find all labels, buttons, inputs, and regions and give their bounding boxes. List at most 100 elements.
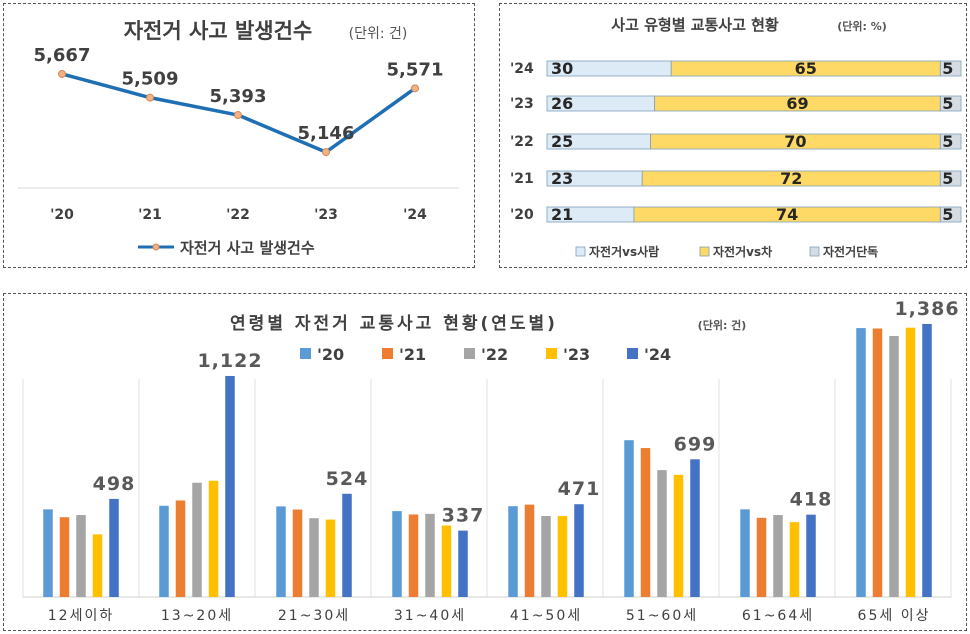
legend-swatch [464, 348, 475, 359]
data-point [322, 148, 330, 157]
column-bar [175, 500, 186, 597]
data-label: 418 [790, 489, 833, 511]
column-bar [541, 516, 551, 597]
y-tick-label: '23 [510, 96, 534, 112]
column-bar [76, 515, 86, 597]
segment-label: 5 [942, 169, 953, 188]
stacked-chart-legend: 자전거vs사람 자전거vs차 자전거단독 [575, 244, 878, 259]
legend-swatch [382, 348, 393, 359]
segment-label: 23 [551, 169, 573, 188]
stacked-bar-panel: 사고 유형별 교통사고 현황 (단위: %) '24 30 65 5 '23 26 69 5 '… [499, 3, 967, 268]
column-bar [740, 509, 750, 597]
x-tick-label: 13~20세 [161, 608, 233, 624]
column-bar [557, 516, 568, 597]
legend-label: 자전거단독 [823, 244, 878, 259]
legend-label: 자전거 사고 발생건수 [180, 239, 315, 257]
legend-label: '22 [481, 345, 508, 364]
column-bar [905, 327, 916, 597]
legend-swatch [809, 246, 820, 257]
stacked-segment [939, 60, 962, 77]
column-bar [657, 470, 667, 597]
column-bar [225, 375, 235, 597]
clustered-bar-panel: 연령별 자전거 교통사고 현황(연도별) (단위: 건) '20'21'22'2… [3, 293, 967, 631]
column-bar [109, 498, 119, 597]
column-bar [92, 534, 103, 597]
line-chart: 자전거 사고 발생건수 (단위: 건) 5,667 5,509 5,393 5,146… [18, 19, 459, 257]
column-bar [392, 511, 402, 597]
column-bar [458, 530, 468, 597]
age-chart-legend: '20 '21 '22 '23 '24 [300, 345, 671, 364]
segment-label: 65 [795, 59, 817, 78]
line-chart-title: 자전거 사고 발생건수 [124, 19, 313, 43]
x-tick-label: '24 [403, 207, 427, 223]
segment-label: 25 [551, 132, 573, 151]
legend-swatch [300, 348, 311, 359]
column-bar [342, 493, 352, 597]
data-label: 5,393 [210, 86, 267, 107]
segment-label: 21 [551, 205, 573, 224]
segment-label: 74 [776, 205, 798, 224]
legend-label: '21 [399, 345, 426, 364]
x-tick-label: '20 [50, 207, 74, 223]
x-tick-label: 65세 이상 [858, 608, 931, 624]
data-label: 498 [93, 473, 136, 495]
segment-label: 5 [942, 59, 953, 78]
data-label: 471 [558, 478, 601, 500]
segment-label: 5 [942, 205, 953, 224]
segment-label: 30 [551, 59, 573, 78]
data-label: 524 [326, 468, 369, 490]
data-point [411, 84, 419, 93]
x-tick-label: '22 [226, 207, 250, 223]
x-tick-label: 61~64세 [742, 608, 814, 624]
column-bar [922, 323, 932, 597]
legend-swatch [627, 348, 638, 359]
column-bar [159, 505, 169, 597]
data-label: 5,146 [298, 123, 355, 144]
age-chart-unit: (단위: 건) [698, 318, 747, 332]
data-label: 5,667 [34, 45, 91, 66]
stacked-chart-title: 사고 유형별 교통사고 현황 [611, 16, 779, 34]
data-label: 1,386 [894, 298, 959, 320]
stacked-segment [939, 133, 962, 150]
column-bar [872, 328, 883, 597]
line-chart-unit: (단위: 건) [349, 26, 408, 42]
column-bar [524, 504, 535, 597]
column-bar [292, 509, 303, 597]
x-tick-label: 51~60세 [626, 608, 698, 624]
stacked-segment [939, 170, 962, 187]
legend-label: '20 [317, 345, 344, 364]
column-bar [59, 517, 70, 597]
stacked-chart-unit: (단위: %) [837, 19, 887, 33]
segment-label: 70 [784, 132, 806, 151]
column-bar [889, 335, 899, 597]
column-bar [756, 517, 767, 597]
legend-swatch [546, 348, 557, 359]
column-bar [325, 519, 336, 597]
legend-swatch [575, 246, 586, 257]
column-bar [309, 518, 319, 597]
column-bar [425, 513, 435, 597]
x-tick-label: 41~50세 [510, 608, 582, 624]
legend-marker-swatch [152, 243, 160, 251]
column-bar [508, 506, 518, 597]
segment-label: 72 [780, 169, 802, 188]
line-chart-legend: 자전거 사고 발생건수 [138, 239, 315, 257]
column-bar [806, 514, 816, 597]
segment-label: 5 [942, 132, 953, 151]
column-bar [208, 480, 219, 597]
data-point [234, 111, 242, 120]
data-label: 5,509 [122, 69, 179, 90]
x-tick-label: 12세이하 [48, 608, 114, 624]
stacked-segment [939, 95, 962, 112]
column-bar [690, 459, 700, 597]
segment-label: 69 [786, 94, 808, 113]
data-point [146, 93, 154, 102]
legend-label: 자전거vs사람 [589, 244, 659, 259]
y-tick-label: '21 [510, 171, 534, 187]
data-label: 5,571 [387, 59, 444, 80]
x-tick-label: 21~30세 [278, 608, 350, 624]
column-bar [441, 525, 452, 597]
legend-label: '23 [563, 345, 590, 364]
x-tick-label: '21 [138, 207, 162, 223]
stacked-bar-chart: 사고 유형별 교통사고 현황 (단위: %) '24 30 65 5 '23 26 69 5 '… [510, 16, 962, 259]
